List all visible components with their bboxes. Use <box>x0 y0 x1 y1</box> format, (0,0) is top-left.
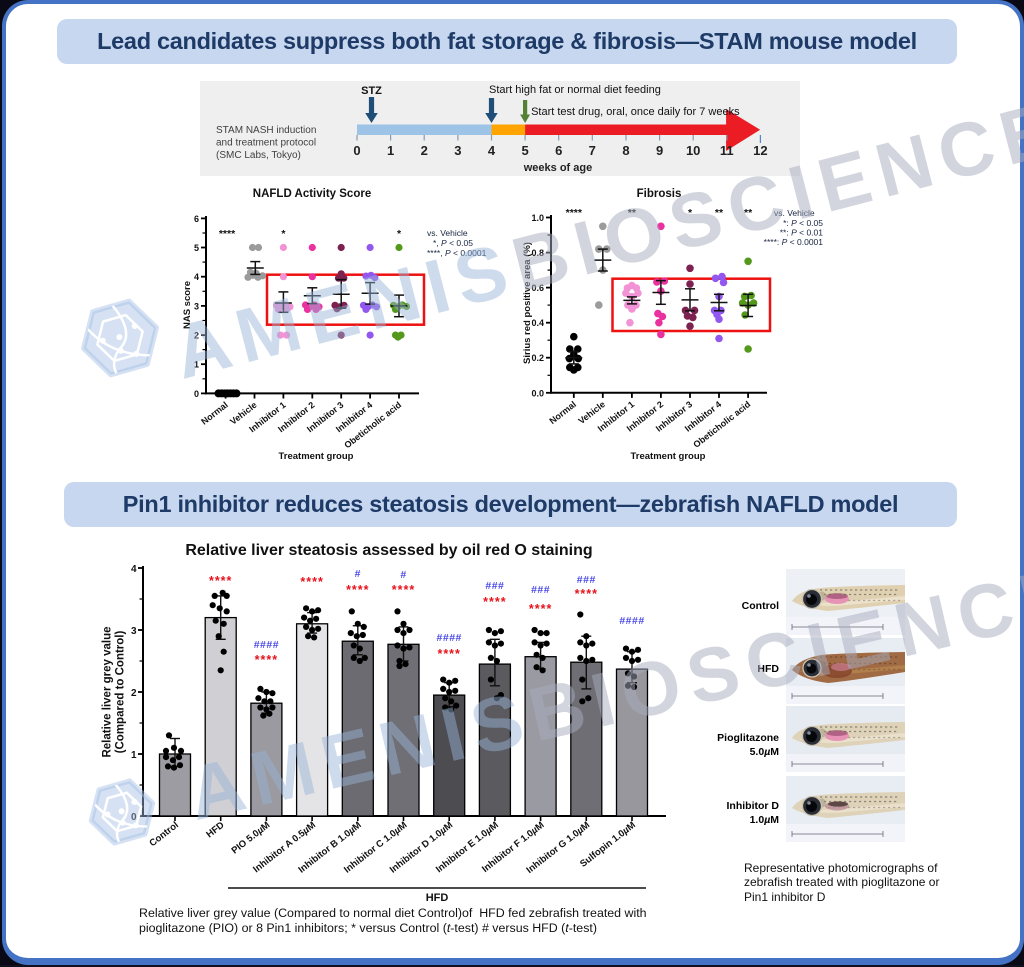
svg-text:*: * <box>281 228 286 240</box>
svg-text:Treatment group: Treatment group <box>279 451 354 462</box>
svg-text:1: 1 <box>194 360 199 370</box>
svg-text:#: # <box>355 568 361 580</box>
svg-text:0.4: 0.4 <box>531 318 544 328</box>
svg-text:2: 2 <box>421 143 428 158</box>
svg-text:4: 4 <box>488 143 496 158</box>
svg-text:Relative liver grey value: Relative liver grey value <box>102 626 114 757</box>
svg-text:#: # <box>400 569 406 581</box>
svg-text:2: 2 <box>131 688 137 699</box>
svg-text:****: **** <box>437 647 460 661</box>
svg-text:Start test drug, oral, once da: Start test drug, oral, once daily for 7 … <box>531 106 740 118</box>
svg-text:###: ### <box>577 574 596 586</box>
svg-text:**: ** <box>715 207 724 219</box>
svg-text:1: 1 <box>131 750 137 761</box>
svg-text:###: ### <box>531 584 550 596</box>
svg-text:Fibrosis: Fibrosis <box>637 188 682 200</box>
svg-text:Treatment group: Treatment group <box>631 451 706 462</box>
svg-text:****: **** <box>346 583 369 597</box>
svg-text:****: **** <box>529 602 552 616</box>
svg-text:*: * <box>688 207 693 219</box>
svg-text:####: #### <box>437 632 462 644</box>
svg-text:STAM NASH induction: STAM NASH induction <box>216 125 316 136</box>
svg-text:###: ### <box>485 580 504 592</box>
svg-text:8: 8 <box>622 143 629 158</box>
svg-text:Start high fat or normal diet: Start high fat or normal diet feeding <box>489 84 661 96</box>
svg-text:Normal: Normal <box>199 400 230 427</box>
svg-text:0: 0 <box>353 143 360 158</box>
svg-text:3: 3 <box>194 301 199 311</box>
svg-text:**: P < 0.01: **: P < 0.01 <box>780 228 824 238</box>
svg-text:6: 6 <box>555 143 562 158</box>
svg-text:****, P < 0.0001: ****, P < 0.0001 <box>427 248 487 258</box>
svg-text:####: #### <box>254 639 279 651</box>
svg-text:STZ: STZ <box>361 85 382 97</box>
svg-text:3: 3 <box>454 143 461 158</box>
svg-text:1.0: 1.0 <box>531 213 544 223</box>
svg-text:NAS score: NAS score <box>182 281 193 329</box>
svg-text:vs. Vehicle: vs. Vehicle <box>774 208 815 218</box>
svg-text:0.2: 0.2 <box>531 353 544 363</box>
svg-text:11: 11 <box>720 143 734 158</box>
svg-text:and treatment protocol: and treatment protocol <box>216 138 316 149</box>
svg-text:****: **** <box>219 228 236 240</box>
svg-text:12: 12 <box>753 143 767 158</box>
svg-text:1: 1 <box>387 143 394 158</box>
svg-text:NAFLD Activity Score: NAFLD Activity Score <box>253 188 371 200</box>
svg-text:****: P < 0.0001: ****: P < 0.0001 <box>764 237 824 247</box>
svg-text:HFD: HFD <box>426 892 449 904</box>
svg-text:****: **** <box>566 207 583 219</box>
svg-text:****: **** <box>300 575 323 589</box>
svg-text:4: 4 <box>194 272 199 282</box>
svg-text:**: ** <box>744 207 753 219</box>
svg-text:Sirius red positive area (%): Sirius red positive area (%) <box>522 242 533 364</box>
svg-text:**: ** <box>628 207 637 219</box>
svg-text:****: **** <box>255 653 278 667</box>
svg-text:vs. Vehicle: vs. Vehicle <box>427 228 468 238</box>
svg-text:2: 2 <box>194 331 199 341</box>
svg-text:Normal: Normal <box>547 399 578 426</box>
svg-text:0.6: 0.6 <box>531 283 544 293</box>
svg-text:****: **** <box>209 574 232 588</box>
svg-text:5: 5 <box>521 143 528 158</box>
svg-text:Relative liver steatosis asses: Relative liver steatosis assessed by oil… <box>185 542 592 559</box>
svg-text:*, P < 0.05: *, P < 0.05 <box>433 238 473 248</box>
svg-text:####: #### <box>619 615 644 627</box>
svg-text:*: * <box>397 228 402 240</box>
svg-text:6: 6 <box>194 214 199 224</box>
svg-text:Control: Control <box>147 820 180 849</box>
svg-text:0.8: 0.8 <box>531 248 544 258</box>
svg-text:3: 3 <box>131 626 137 637</box>
svg-text:****: **** <box>483 595 506 609</box>
svg-text:****: **** <box>392 583 415 597</box>
svg-text:0: 0 <box>131 812 137 823</box>
svg-text:HFD: HFD <box>204 820 226 841</box>
svg-text:(Compared to Control): (Compared to Control) <box>115 631 127 754</box>
svg-text:****: **** <box>575 587 598 601</box>
svg-text:weeks of age: weeks of age <box>523 162 592 174</box>
svg-text:7: 7 <box>589 143 596 158</box>
svg-text:(SMC Labs, Tokyo): (SMC Labs, Tokyo) <box>216 150 301 161</box>
svg-text:0.0: 0.0 <box>531 388 544 398</box>
svg-text:10: 10 <box>686 143 700 158</box>
svg-text:9: 9 <box>656 143 663 158</box>
svg-text:0: 0 <box>194 389 199 399</box>
svg-text:4: 4 <box>131 564 137 575</box>
svg-text:PIO 5.0µM: PIO 5.0µM <box>230 820 273 857</box>
svg-text:5: 5 <box>194 243 199 253</box>
svg-text:*: P < 0.05: *: P < 0.05 <box>783 218 823 228</box>
